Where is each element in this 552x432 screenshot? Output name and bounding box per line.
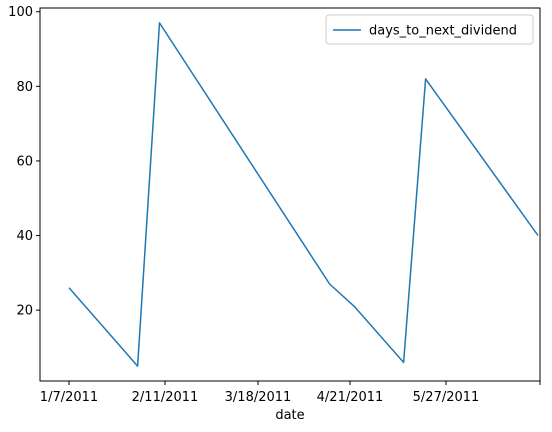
y-tick-label: 80 — [16, 80, 33, 95]
legend: days_to_next_dividend — [325, 14, 534, 45]
legend-label: days_to_next_dividend — [369, 24, 517, 39]
x-tick-label: 5/27/2011 — [413, 390, 480, 405]
y-tick-label: 40 — [16, 229, 33, 244]
plot-area-frame — [39, 7, 541, 382]
x-tick-label: 3/18/2011 — [225, 390, 292, 405]
x-tick-label: 2/11/2011 — [132, 390, 199, 405]
series-line-days-to-next-dividend — [68, 22, 539, 367]
y-tick-label: 100 — [8, 5, 33, 20]
y-tick-label: 60 — [16, 154, 33, 169]
x-tick-label: 4/21/2011 — [317, 390, 384, 405]
x-tick-label: 1/7/2011 — [40, 390, 98, 405]
legend-box — [325, 14, 534, 45]
y-tick-label: 20 — [16, 304, 33, 319]
x-axis-label: date — [275, 408, 304, 423]
